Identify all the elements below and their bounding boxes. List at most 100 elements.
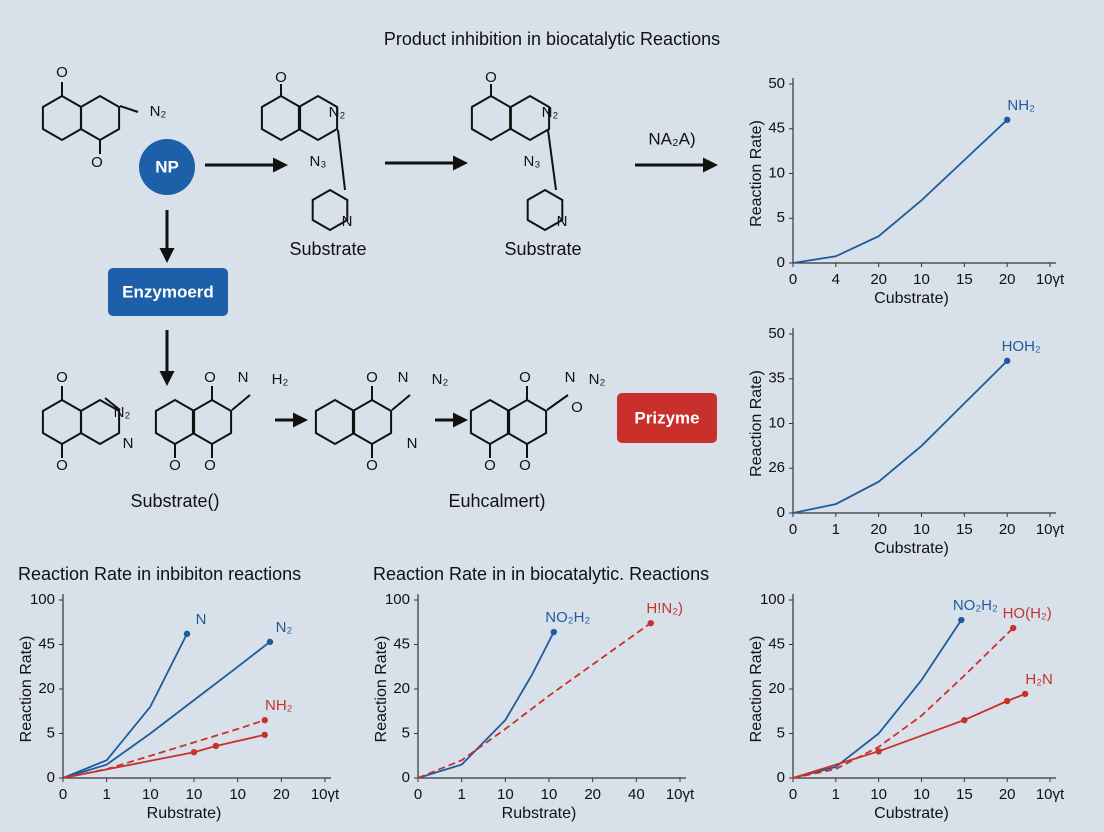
- series-line: [792, 119, 1008, 264]
- x-tick-label: 10γt: [666, 786, 695, 803]
- scheme-label: Substrate: [504, 239, 581, 259]
- x-tick-label: 20: [999, 786, 1016, 803]
- x-axis-label: Cubstrate): [874, 805, 949, 822]
- series-line: [792, 619, 963, 779]
- series-label: NH₂: [265, 697, 293, 714]
- y-tick-label: 45: [768, 120, 785, 137]
- ring: [297, 94, 339, 142]
- atom-label: N: [407, 435, 418, 452]
- atom-label: N₂: [329, 104, 346, 121]
- atom-label: O: [485, 69, 497, 86]
- y-tick-label: 0: [777, 254, 785, 271]
- x-axis-label: Cubstrate): [874, 540, 949, 557]
- chart-title: Reaction Rate in in biocatalytic. Reacti…: [373, 564, 709, 584]
- point: [875, 748, 882, 755]
- series-label: HOH₂: [1002, 338, 1041, 355]
- atom-label: O: [366, 369, 378, 386]
- y-tick-label: 50: [768, 75, 785, 92]
- series-line: [417, 631, 555, 779]
- chart-title: Reaction Rate in inbibiton reactions: [18, 564, 301, 584]
- x-tick-label: 0: [789, 521, 797, 538]
- y-tick-label: 10: [768, 414, 785, 431]
- point: [958, 616, 965, 624]
- y-axis-label: Reaction Rate): [373, 636, 390, 743]
- y-axis-label: Reaction Rate): [748, 370, 765, 477]
- atom-label: N: [565, 369, 576, 386]
- y-tick-label: 100: [760, 591, 785, 608]
- x-tick-label: 10γt: [1036, 521, 1065, 538]
- bond: [391, 394, 411, 411]
- atom-label: O: [275, 69, 287, 86]
- atom-label: O: [519, 369, 531, 386]
- atom-label: O: [56, 369, 68, 386]
- point: [190, 748, 198, 756]
- y-tick-label: 100: [30, 591, 55, 608]
- x-tick-label: 10: [497, 786, 514, 803]
- node-label: Prizyme: [634, 408, 699, 427]
- x-tick-label: 10: [870, 786, 887, 803]
- y-tick-label: 5: [777, 209, 785, 226]
- series-label: NO₂H₂: [545, 609, 590, 626]
- x-tick-label: 10: [229, 786, 246, 803]
- y-tick-label: 50: [768, 325, 785, 342]
- y-tick-label: 20: [768, 680, 785, 697]
- molecules: [41, 82, 569, 458]
- atom-label: N: [238, 369, 249, 386]
- y-tick-label: 20: [38, 680, 55, 697]
- atom-label: N₂: [114, 404, 131, 421]
- series-label: H₂N: [1025, 671, 1053, 688]
- bond: [119, 105, 139, 113]
- node-label: Enzymoerd: [122, 282, 214, 301]
- point: [261, 716, 268, 724]
- series-label: N₂: [276, 619, 293, 636]
- x-tick-label: 10: [913, 271, 930, 288]
- series-line: [62, 633, 188, 779]
- atom-label: N₃: [310, 153, 327, 170]
- atom-label: N: [398, 369, 409, 386]
- y-tick-label: 10: [768, 164, 785, 181]
- x-tick-label: 10: [913, 521, 930, 538]
- x-tick-label: 0: [789, 786, 797, 803]
- y-axis-label: Reaction Rate): [748, 120, 765, 227]
- y-tick-label: 0: [777, 504, 785, 521]
- y-tick-label: 5: [47, 724, 55, 741]
- atom-label: O: [91, 154, 103, 171]
- x-tick-label: 10: [186, 786, 203, 803]
- x-tick-label: 40: [628, 786, 645, 803]
- atom-label: O: [56, 64, 68, 81]
- bond: [104, 397, 121, 411]
- np-node: [139, 139, 195, 195]
- x-tick-label: 15: [956, 786, 973, 803]
- x-tick-label: 15: [956, 521, 973, 538]
- x-axis-label: Rubstrate): [502, 805, 577, 822]
- arrows: [159, 155, 718, 428]
- point: [1003, 116, 1011, 124]
- atom-label: O: [366, 457, 378, 474]
- scheme-label: Euhcalmert): [448, 491, 545, 511]
- series-label: N: [196, 611, 207, 628]
- series-label: H!N₂): [646, 600, 683, 617]
- y-tick-label: 5: [402, 724, 410, 741]
- bond: [231, 394, 251, 411]
- x-tick-label: 20: [870, 521, 887, 538]
- atom-label: N₃: [524, 153, 541, 170]
- point: [1021, 690, 1029, 698]
- bond: [546, 394, 569, 411]
- point: [212, 742, 220, 750]
- y-tick-label: 100: [385, 591, 410, 608]
- x-tick-label: 20: [584, 786, 601, 803]
- atom-label: N₂: [432, 371, 449, 388]
- x-tick-label: 20: [870, 271, 887, 288]
- x-tick-label: 10γt: [1036, 271, 1065, 288]
- point: [961, 716, 968, 724]
- point: [266, 638, 274, 646]
- ring: [526, 188, 564, 232]
- y-tick-label: 45: [38, 635, 55, 652]
- x-tick-label: 0: [789, 271, 797, 288]
- atom-label: O: [484, 457, 496, 474]
- x-tick-label: 10: [913, 786, 930, 803]
- x-tick-label: 1: [832, 521, 840, 538]
- y-tick-label: 0: [777, 769, 785, 786]
- x-tick-label: 20: [273, 786, 290, 803]
- series-line: [792, 360, 1008, 514]
